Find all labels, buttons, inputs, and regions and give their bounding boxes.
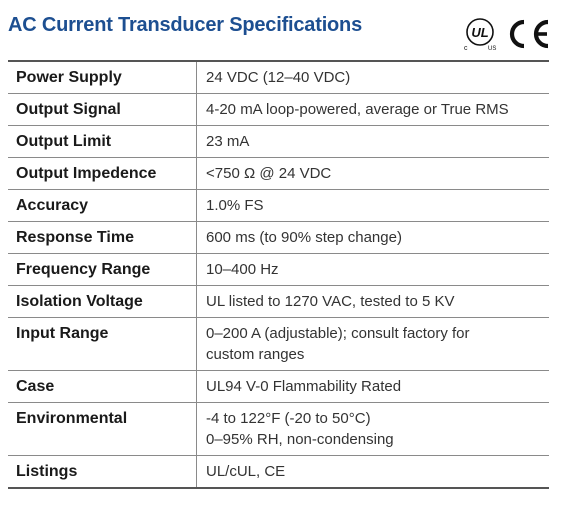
spec-label: Power Supply xyxy=(8,61,197,94)
spec-value-line: UL94 V-0 Flammability Rated xyxy=(206,378,402,395)
spec-value: <750 Ω @ 24 VDC xyxy=(196,157,549,190)
spec-value: UL/cUL, CE xyxy=(197,456,550,489)
ul-c-mark: c xyxy=(464,45,468,52)
spec-label: Output Limit xyxy=(8,125,197,158)
spec-label: Output Impedence xyxy=(8,157,197,190)
spec-value-line: 1.0% FS xyxy=(206,197,264,214)
spec-value-line: 0–95% RH, non-condensing xyxy=(206,431,394,448)
spec-label: Response Time xyxy=(8,221,197,254)
spec-row: Isolation Voltage UL listed to 1270 VAC, … xyxy=(8,285,549,318)
ul-us-mark: US xyxy=(488,46,496,52)
spec-label: Frequency Range xyxy=(8,253,197,286)
spec-value-line: UL listed to 1270 VAC, tested to 5 KV xyxy=(206,293,455,310)
page-title: AC Current Transducer Specifications xyxy=(8,14,363,36)
spec-value-line: 24 VDC (12–40 VDC) xyxy=(206,69,351,86)
spec-value: 10–400 Hz xyxy=(196,253,549,286)
spec-row: Power Supply 24 VDC (12–40 VDC) xyxy=(8,61,549,94)
spec-row: Output Impedence <750 Ω @ 24 VDC xyxy=(8,157,549,190)
spec-row: Response Time 600 ms (to 90% step change) xyxy=(8,221,549,254)
spec-value-line: 0–200 A (adjustable); consult factory fo… xyxy=(206,325,470,342)
spec-value: -4 to 122°F (-20 to 50°C) 0–95% RH, non-c… xyxy=(196,402,549,456)
ul-mark: UL xyxy=(471,25,488,40)
spec-value: 4-20 mA loop-powered, average or True RM… xyxy=(196,93,549,126)
spec-row: Case UL94 V-0 Flammability Rated xyxy=(8,370,549,403)
spec-label: Listings xyxy=(8,455,197,488)
spec-value-line: <750 Ω @ 24 VDC xyxy=(206,165,332,182)
spec-value: 0–200 A (adjustable); consult factory fo… xyxy=(196,317,549,371)
spec-value-line: 10–400 Hz xyxy=(206,261,279,278)
ce-mark-icon xyxy=(509,19,549,49)
spec-value-line: -4 to 122°F (-20 to 50°C) xyxy=(206,410,371,427)
spec-value-line: 23 mA xyxy=(206,133,250,150)
spec-row: Accuracy 1.0% FS xyxy=(8,189,549,222)
spec-value: UL listed to 1270 VAC, tested to 5 KV xyxy=(196,285,549,318)
ul-listing-icon: UL c US xyxy=(464,18,496,52)
spec-label: Isolation Voltage xyxy=(8,285,197,318)
spec-value: 24 VDC (12–40 VDC) xyxy=(196,61,549,94)
spec-label: Environmental xyxy=(8,402,197,456)
specifications-table: Power Supply 24 VDC (12–40 VDC) Output Sig… xyxy=(8,60,549,489)
spec-row: Environmental -4 to 122°F (-20 to 50°C) 0–… xyxy=(8,402,549,456)
spec-value: 600 ms (to 90% step change) xyxy=(196,221,549,254)
spec-row: Output Signal 4-20 mA loop-powered, avera… xyxy=(8,93,549,126)
spec-label: Case xyxy=(8,370,197,403)
spec-row: Input Range 0–200 A (adjustable); consult… xyxy=(8,317,549,371)
spec-value: 23 mA xyxy=(196,125,549,158)
spec-value-line: 600 ms (to 90% step change) xyxy=(206,229,402,246)
spec-label: Input Range xyxy=(8,317,197,371)
spec-row: Output Limit 23 mA xyxy=(8,125,549,158)
spec-value: 1.0% FS xyxy=(196,189,549,222)
spec-label: Accuracy xyxy=(8,189,197,222)
spec-value-line: UL/cUL, CE xyxy=(206,463,286,480)
spec-value-line: 4-20 mA loop-powered, average or True RM… xyxy=(206,101,509,118)
certification-logos: UL c US xyxy=(464,18,549,52)
spec-label: Output Signal xyxy=(8,93,197,126)
spec-value-line: custom ranges xyxy=(206,346,305,363)
spec-value: UL94 V-0 Flammability Rated xyxy=(196,370,549,403)
spec-row: Frequency Range 10–400 Hz xyxy=(8,253,549,286)
spec-row: Listings UL/cUL, CE xyxy=(8,455,550,489)
